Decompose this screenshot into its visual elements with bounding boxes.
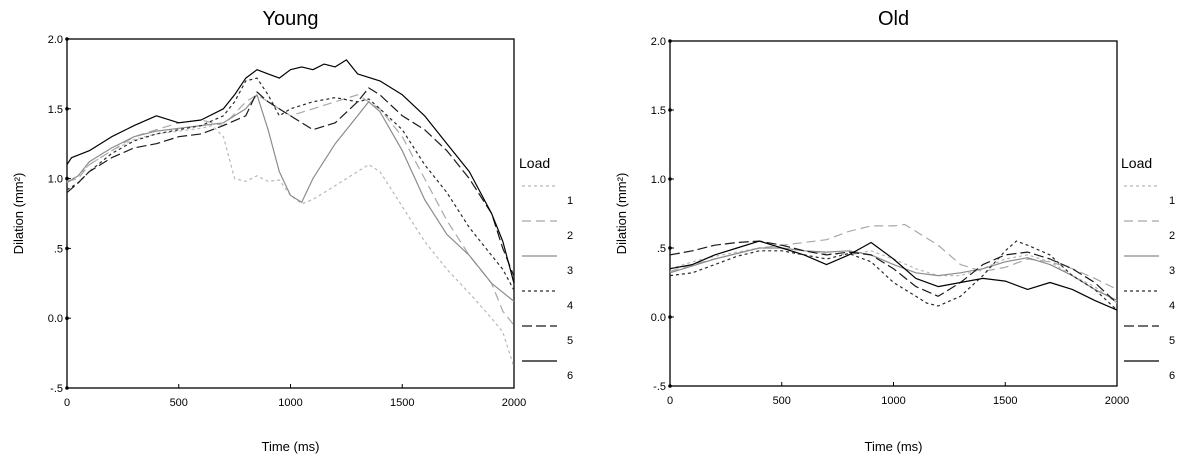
x-tick-label: 0 (64, 397, 70, 409)
y-tick-label: 0.0 (48, 313, 63, 325)
x-axis-label: Time (ms) (261, 439, 319, 454)
y-axis-label: Dilation (mm²) (614, 173, 629, 255)
series-line-load-5 (669, 240, 1118, 304)
y-tick-dot (65, 316, 69, 321)
y-tick-dot (668, 39, 672, 43)
y-tick-label: .5 (657, 243, 666, 255)
series-line-load-6 (66, 59, 515, 284)
chart-title: Old (878, 8, 909, 30)
x-tick-label: 1500 (390, 397, 414, 409)
legend-label-load-5: 5 (567, 335, 573, 347)
y-axis-label: Dilation (mm²) (11, 173, 26, 255)
legend-label-load-1: 1 (1169, 195, 1175, 207)
y-tick-dot (668, 384, 672, 388)
series-line-load-3 (66, 94, 515, 302)
y-tick-label: .5 (54, 243, 63, 255)
series-line-load-4 (66, 77, 515, 291)
y-tick-dot (668, 177, 672, 181)
series-line-load-1 (669, 247, 1118, 304)
chart-young: Young 0 500 1000 1500 2000 -.5 0.0 .5 1.0 1.5 2.0 Ti… (11, 8, 573, 454)
plot-frame (669, 40, 1118, 387)
y-tick-dot (668, 315, 672, 319)
x-tick-label: 2000 (1105, 395, 1129, 407)
legend-label-load-1: 1 (567, 195, 573, 207)
y-tick-dot (65, 107, 69, 111)
legend-label-load-6: 6 (1169, 370, 1175, 382)
x-axis-label: Time (ms) (864, 439, 922, 454)
legend-title: Load (519, 155, 550, 171)
y-tick-label: -.5 (50, 383, 63, 395)
chart-old: Old 0 500 1000 1500 2000 -.5 0.0 .5 1.0 1.5 2.0 Time… (614, 8, 1175, 454)
y-tick-label: 1.5 (651, 105, 666, 117)
y-tick-label: 0.0 (651, 312, 666, 324)
y-tick-dot (668, 246, 672, 250)
x-tick-label: 1000 (881, 395, 905, 407)
x-tick-label: 500 (773, 395, 791, 407)
series-line-load-1 (66, 125, 515, 368)
series-line-load-2 (669, 223, 1118, 290)
y-tick-label: 2.0 (651, 36, 666, 48)
legend-label-load-2: 2 (1169, 230, 1175, 242)
y-tick-dot (668, 108, 672, 112)
legend-label-load-5: 5 (1169, 335, 1175, 347)
y-tick-label: 1.0 (48, 174, 63, 186)
x-tick-label: 1000 (278, 397, 302, 409)
legend-label-load-6: 6 (567, 370, 573, 382)
y-tick-label: 1.0 (651, 174, 666, 186)
y-tick-label: -.5 (653, 381, 666, 393)
legend-label-load-4: 4 (567, 300, 573, 312)
chart-title: Young (263, 8, 319, 30)
legend-label-load-3: 3 (567, 265, 573, 277)
y-tick-label: 2.0 (48, 34, 63, 46)
x-tick-label: 500 (170, 397, 188, 409)
y-tick-dot (65, 246, 69, 251)
series-line-load-4 (669, 240, 1118, 311)
x-tick-label: 0 (667, 395, 673, 407)
x-tick-label: 1500 (993, 395, 1017, 407)
series-line-load-3 (669, 247, 1118, 301)
y-tick-label: 1.5 (48, 104, 63, 116)
series-line-load-6 (669, 240, 1118, 311)
legend-label-load-4: 4 (1169, 300, 1175, 312)
series-line-load-2 (66, 94, 515, 326)
y-tick-dot (65, 176, 69, 181)
y-tick-dot (65, 386, 69, 390)
y-tick-dot (65, 37, 69, 41)
plot-frame (66, 38, 515, 389)
legend-title: Load (1121, 155, 1152, 171)
x-tick-label: 2000 (502, 397, 526, 409)
series-line-load-5 (66, 87, 515, 277)
legend-label-load-2: 2 (567, 230, 573, 242)
legend-label-load-3: 3 (1169, 265, 1175, 277)
